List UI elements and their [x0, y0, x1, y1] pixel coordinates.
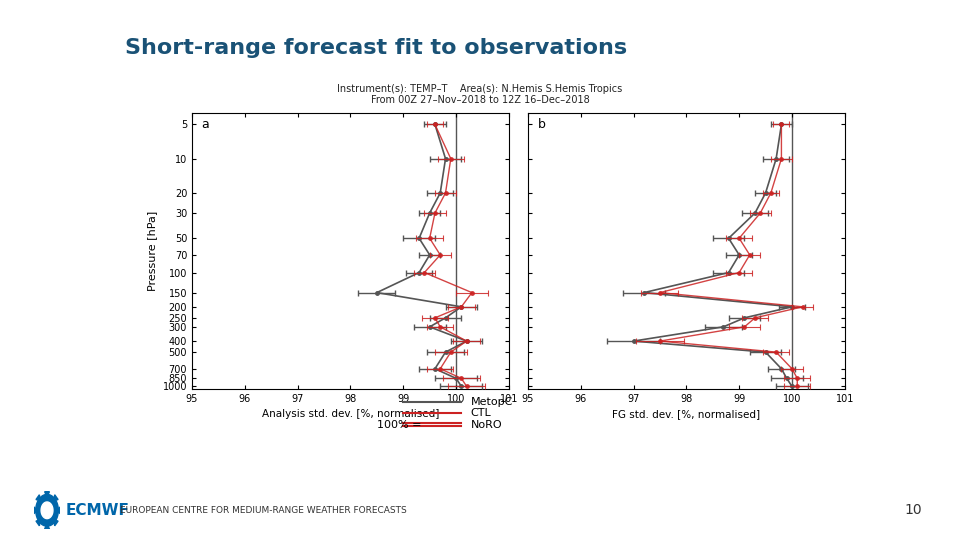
Polygon shape [36, 495, 40, 501]
Text: CTL: CTL [470, 408, 492, 418]
Polygon shape [54, 495, 59, 501]
Text: Instrument(s): TEMP–T    Area(s): N.Hemis S.Hemis Tropics
From 00Z 27–Nov–2018 t: Instrument(s): TEMP–T Area(s): N.Hemis S… [337, 84, 623, 105]
Text: 10: 10 [904, 503, 922, 517]
Polygon shape [34, 507, 37, 514]
Polygon shape [54, 520, 59, 526]
Text: EUROPEAN CENTRE FOR MEDIUM-RANGE WEATHER FORECASTS: EUROPEAN CENTRE FOR MEDIUM-RANGE WEATHER… [120, 506, 407, 515]
Text: 100% =: 100% = [377, 420, 421, 430]
Y-axis label: Pressure [hPa]: Pressure [hPa] [147, 211, 157, 291]
Polygon shape [41, 502, 53, 518]
Polygon shape [44, 492, 50, 497]
Polygon shape [36, 495, 59, 526]
Text: a: a [202, 118, 209, 131]
Text: MetopC: MetopC [470, 397, 513, 407]
Text: ECMWF: ECMWF [65, 503, 130, 518]
X-axis label: Analysis std. dev. [%, normalised]: Analysis std. dev. [%, normalised] [262, 409, 439, 419]
Text: NoRO: NoRO [470, 420, 502, 430]
Polygon shape [44, 524, 50, 529]
Text: Short-range forecast fit to observations: Short-range forecast fit to observations [125, 38, 627, 58]
Text: b: b [538, 118, 545, 131]
X-axis label: FG std. dev. [%, normalised]: FG std. dev. [%, normalised] [612, 409, 760, 419]
Polygon shape [36, 520, 40, 526]
Polygon shape [57, 507, 60, 514]
